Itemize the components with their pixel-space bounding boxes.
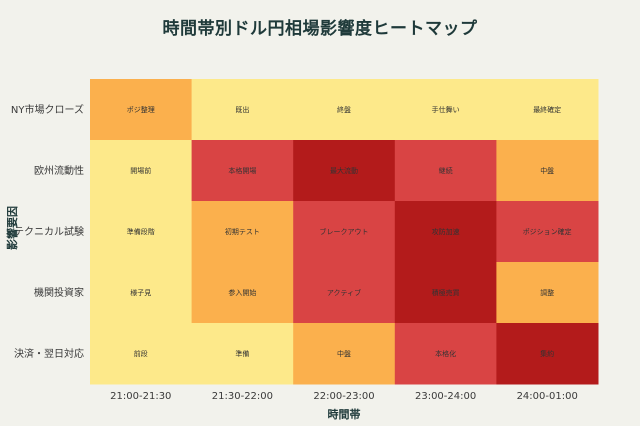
y-tick-label: NY市場クローズ: [11, 103, 84, 116]
cell-label: 様子見: [130, 288, 151, 297]
heatmap-cell: [496, 79, 599, 141]
cell-label: 中盤: [337, 349, 351, 358]
cell-label: ブレークアウト: [320, 227, 369, 236]
heatmap-cell: [496, 323, 599, 385]
heatmap-cell: [191, 262, 294, 324]
heatmap-cell: [90, 140, 193, 202]
x-tick-label: 21:30-22:00: [212, 391, 273, 402]
x-tick-label: 22:00-23:00: [313, 391, 374, 402]
heatmap-cell: [293, 262, 396, 324]
cell-label: 準備: [235, 349, 249, 358]
cell-label: 積極売買: [432, 288, 460, 297]
y-axis-title: 影響要因: [6, 206, 19, 250]
cell-label: 中盤: [540, 166, 554, 175]
x-tick-label: 23:00-24:00: [415, 391, 476, 402]
cell-label: 開場前: [130, 166, 151, 175]
heatmap-cell: [90, 262, 193, 324]
cell-label: 前段: [134, 349, 148, 358]
heatmap-cell: [191, 79, 294, 141]
cell-label: 集約: [540, 349, 554, 358]
chart-title: 時間帯別ドル円相場影響度ヒートマップ: [162, 19, 478, 39]
cell-label: ポジション確定: [523, 227, 572, 236]
cell-label: 継続: [439, 166, 453, 175]
heatmap-cell: [394, 323, 497, 385]
heatmap-cell: [90, 323, 193, 385]
cell-label: 攻防加速: [432, 227, 460, 236]
heatmap-cell: [191, 323, 294, 385]
heatmap-cell: [496, 262, 599, 324]
x-tick-label: 21:00-21:30: [110, 391, 171, 402]
heatmap-cell: [394, 262, 497, 324]
cell-label: 参入開始: [228, 288, 256, 297]
heatmap-cell: [293, 79, 396, 141]
cell-label: 本格化: [435, 349, 456, 358]
heatmap-cell: [394, 140, 497, 202]
heatmap-cell: [496, 140, 599, 202]
cell-label: 準備段階: [127, 227, 155, 236]
y-tick-label: 決済・翌日対応: [14, 347, 84, 360]
cell-label: 最終確定: [533, 105, 561, 114]
y-tick-label: テクニカル試験: [14, 225, 84, 238]
heatmap-cell: [496, 201, 599, 263]
heatmap-cell: [293, 201, 396, 263]
cell-label: アクティブ: [327, 288, 361, 297]
x-tick-label: 24:00-01:00: [517, 391, 578, 402]
cell-label: 最大流動: [330, 166, 358, 175]
heatmap-cell: [191, 201, 294, 263]
cell-label: 手仕舞い: [432, 105, 460, 114]
heatmap-cell: [293, 140, 396, 202]
cell-label: 調整: [540, 288, 554, 297]
x-axis-title: 時間帯: [327, 408, 361, 421]
heatmap-cell: [90, 201, 193, 263]
cell-label: ポジ整理: [127, 105, 155, 114]
heatmap-cell: [191, 140, 294, 202]
heatmap-cell: [394, 79, 497, 141]
cell-label: 終盤: [337, 105, 351, 114]
cell-label: 本格開場: [228, 166, 256, 175]
heatmap-cell: [90, 79, 193, 141]
y-tick-label: 機関投資家: [34, 286, 84, 299]
heatmap-cell: [293, 323, 396, 385]
cell-label: 既出: [235, 105, 249, 114]
heatmap-cell: [394, 201, 497, 263]
cell-label: 初期テスト: [225, 227, 260, 236]
y-tick-label: 欧州流動性: [34, 164, 84, 177]
